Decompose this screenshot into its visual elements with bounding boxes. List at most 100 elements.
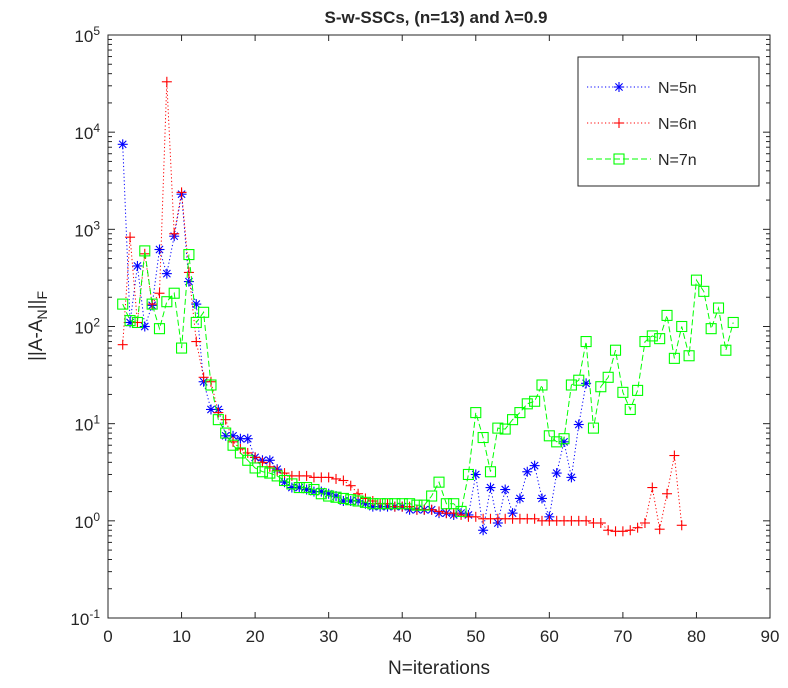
data-point [602, 371, 614, 383]
data-point [654, 333, 666, 345]
data-point [308, 483, 320, 496]
data-point [125, 232, 136, 243]
data-point [514, 493, 525, 504]
data-point [720, 344, 732, 356]
data-point [331, 473, 342, 484]
data-point [639, 336, 651, 348]
data-point [264, 467, 276, 479]
data-point [337, 492, 349, 504]
data-point [352, 495, 364, 507]
series-3 [117, 245, 739, 517]
data-point [624, 403, 636, 416]
legend-marker [614, 118, 624, 128]
data-point [668, 352, 680, 364]
legend-box [577, 56, 760, 187]
data-point [587, 422, 600, 434]
data-point [551, 436, 563, 448]
data-point [727, 316, 739, 329]
data-point [477, 431, 489, 444]
data-point [315, 488, 327, 500]
data-point [492, 422, 504, 434]
data-point [536, 379, 548, 391]
data-point [632, 522, 643, 533]
data-point [654, 524, 665, 535]
x-tick-label: 20 [246, 627, 265, 646]
data-point [176, 187, 187, 198]
data-point [316, 486, 327, 497]
data-point [669, 450, 680, 461]
legend-label: N=5n [658, 80, 697, 97]
data-point [603, 525, 614, 536]
data-point [404, 498, 416, 510]
data-point [286, 478, 298, 490]
y-axis: 10-1 100 101 102 103 104 105 [70, 24, 770, 629]
data-point [154, 288, 165, 299]
data-point [353, 488, 364, 499]
data-point [256, 466, 269, 478]
y-tick-label: 100 [74, 510, 100, 532]
data-point [712, 302, 725, 314]
data-point [250, 452, 261, 463]
legend-marker [614, 82, 624, 92]
legend-entry: N=5n [587, 80, 697, 97]
y-tick-label: 102 [74, 316, 100, 338]
data-point [131, 316, 143, 329]
data-point [499, 423, 511, 435]
data-point [426, 490, 438, 502]
data-point [212, 414, 224, 426]
legend-label: N=6n [658, 116, 697, 133]
data-point [448, 508, 459, 519]
x-axis-label: N=iterations [388, 658, 490, 679]
data-point [242, 433, 253, 444]
data-point [338, 475, 349, 486]
data-point [330, 491, 342, 503]
y-tick-label: 103 [74, 218, 100, 240]
data-point [117, 139, 128, 150]
data-point [485, 482, 496, 493]
data-point [220, 414, 231, 425]
data-point [617, 386, 629, 398]
data-point [617, 526, 628, 537]
data-point [183, 267, 194, 278]
data-point [191, 336, 202, 347]
data-point [455, 505, 467, 517]
data-point [507, 414, 519, 426]
x-tick-label: 40 [393, 627, 412, 646]
data-point [470, 511, 481, 522]
data-point [323, 490, 335, 502]
data-point [529, 395, 541, 407]
x-tick-label: 30 [319, 627, 338, 646]
data-point [433, 476, 445, 488]
y-tick-label: 10-1 [70, 607, 100, 629]
chart-title: S-w-SSCs, (n=13) and λ=0.9 [325, 8, 548, 27]
series-line [122, 250, 734, 513]
data-point [500, 484, 511, 495]
data-point [462, 468, 474, 481]
legend-marker [613, 153, 625, 165]
data-point [470, 469, 481, 480]
data-point [367, 498, 379, 510]
data-point [632, 384, 644, 396]
data-point [249, 462, 261, 474]
data-point [154, 244, 165, 255]
data-point [278, 474, 291, 487]
data-point [543, 430, 555, 442]
data-point [132, 260, 143, 271]
data-point [573, 419, 584, 430]
legend-entry: N=6n [587, 116, 697, 133]
data-point [198, 372, 209, 383]
data-point [345, 480, 356, 491]
data-point [139, 321, 150, 332]
y-tick-label: 101 [74, 413, 100, 435]
x-tick-label: 10 [172, 627, 191, 646]
x-tick-label: 80 [687, 627, 706, 646]
data-point [646, 330, 658, 342]
data-point [478, 525, 489, 536]
data-point [581, 515, 592, 526]
data-point [279, 468, 290, 479]
data-point [381, 498, 394, 510]
data-point [396, 498, 408, 510]
data-point [367, 495, 378, 506]
data-point [227, 439, 239, 451]
